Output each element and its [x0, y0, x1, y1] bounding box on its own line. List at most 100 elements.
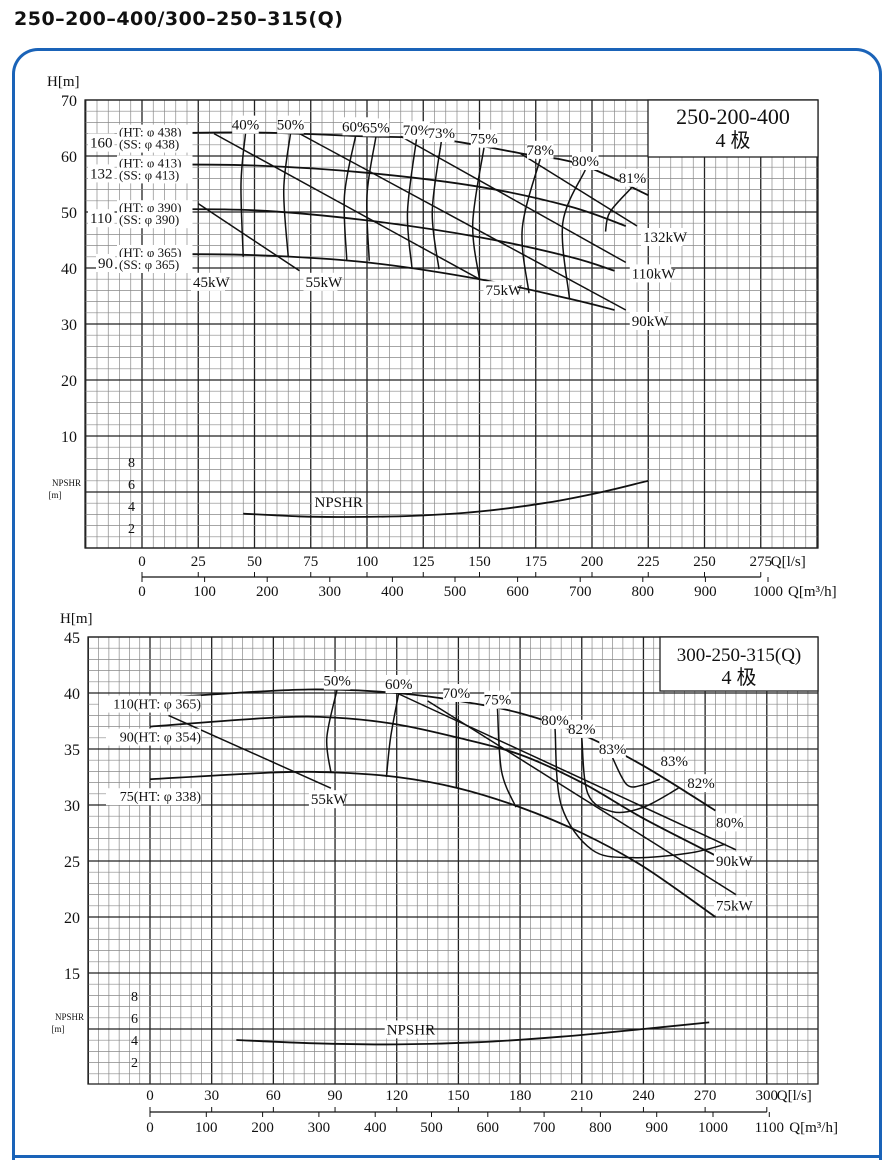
- y-tick-label: 40: [64, 686, 80, 703]
- svg-text:2: 2: [128, 522, 135, 537]
- svg-text:180: 180: [509, 1088, 532, 1104]
- model-box: [659, 636, 819, 692]
- x2-tick-label: 400: [364, 1120, 387, 1136]
- power-line-label: 110kW: [629, 264, 676, 283]
- efficiency-label: 70%: [443, 683, 470, 702]
- x-tick-label: 180: [509, 1088, 532, 1104]
- power-line-55kW: [168, 714, 332, 789]
- x-axis-label: Q[l/s]: [777, 1088, 812, 1104]
- svg-text:110kW: 110kW: [632, 266, 676, 282]
- svg-text:(SS: φ 365): (SS: φ 365): [119, 257, 179, 272]
- svg-text:270: 270: [694, 1088, 717, 1104]
- head-curve-label: 90(HT: φ 354): [106, 728, 202, 746]
- x2-tick-label: 1000: [698, 1120, 728, 1136]
- efficiency-label: 81%: [619, 168, 646, 187]
- svg-text:Q[m³/h]: Q[m³/h]: [788, 584, 837, 600]
- x2-tick-label: 900: [694, 584, 717, 600]
- y-tick-label: 30: [64, 798, 80, 815]
- svg-text:90(HT: φ 354): 90(HT: φ 354): [120, 731, 202, 746]
- y-tick-label: 20: [61, 373, 77, 390]
- efficiency-curve-78%: [521, 158, 541, 294]
- svg-text:78%: 78%: [527, 143, 555, 159]
- y-tick-label: 45: [64, 630, 80, 647]
- npsh-axis-label: NPSHR: [52, 478, 81, 488]
- y-tick-label: 35: [64, 742, 80, 759]
- efficiency-label: 80%: [541, 710, 569, 729]
- y-axis-label: H[m]: [60, 611, 93, 627]
- svg-text:50: 50: [61, 205, 77, 222]
- x-tick-label: 275: [750, 554, 773, 570]
- efficiency-label: 80%: [572, 152, 599, 170]
- x2-tick-label: 800: [589, 1120, 612, 1136]
- svg-text:30: 30: [64, 798, 80, 815]
- svg-text:4: 4: [128, 500, 135, 515]
- x2-tick-label: 600: [506, 584, 529, 600]
- svg-text:200: 200: [256, 584, 279, 600]
- svg-text:8: 8: [131, 990, 138, 1005]
- svg-text:65%: 65%: [362, 120, 390, 136]
- svg-text:200: 200: [251, 1120, 274, 1136]
- svg-text:40: 40: [64, 686, 80, 703]
- head-curve-132: [141, 163, 627, 227]
- power-line-label: 55kW: [308, 790, 349, 809]
- efficiency-label: 60%: [342, 117, 370, 136]
- svg-text:60%: 60%: [342, 119, 370, 135]
- y-tick-label: 60: [61, 149, 77, 166]
- head-curve-impeller-label: (SS: φ 413): [117, 167, 193, 184]
- svg-text:4: 4: [131, 1034, 138, 1049]
- svg-text:150: 150: [468, 554, 491, 570]
- svg-text:300: 300: [319, 584, 342, 600]
- power-line-label: 45kW: [191, 272, 231, 291]
- head-curve-power-label: 90: [96, 254, 115, 272]
- npsh-tick-label: 8: [128, 456, 135, 471]
- head-curve-impeller-label: (SS: φ 390): [117, 212, 193, 229]
- svg-text:900: 900: [694, 584, 717, 600]
- svg-text:800: 800: [589, 1120, 612, 1136]
- head-curve-impeller-label: (SS: φ 438): [117, 136, 193, 153]
- efficiency-label: 83%: [599, 739, 627, 758]
- x-tick-label: 0: [146, 1088, 154, 1104]
- x2-axis-label: Q[m³/h]: [789, 1120, 838, 1136]
- power-line-label: 75kW: [713, 896, 753, 915]
- npsh-tick-label: 2: [131, 1056, 138, 1071]
- y-tick-label: 50: [61, 205, 77, 222]
- npsh-tick-label: 8: [131, 990, 138, 1005]
- x2-tick-label: 100: [195, 1120, 218, 1136]
- x2-tick-label: 700: [569, 584, 592, 600]
- svg-text:25: 25: [191, 554, 206, 570]
- efficiency-curve-83%: [611, 757, 661, 788]
- svg-text:(SS: φ 438): (SS: φ 438): [119, 137, 179, 152]
- svg-text:55kW: 55kW: [311, 792, 349, 808]
- model-label: 250-200-400: [676, 104, 790, 129]
- x2-axis-label: Q[m³/h]: [788, 584, 837, 600]
- x-tick-label: 225: [637, 554, 660, 570]
- efficiency-label: 60%: [385, 675, 413, 693]
- efficiency-curve-75%: [471, 147, 485, 280]
- y-axis-label: H[m]: [47, 74, 80, 90]
- efficiency-curve-60%: [343, 135, 357, 260]
- svg-text:900: 900: [645, 1120, 668, 1136]
- svg-text:1000: 1000: [753, 584, 783, 600]
- y-tick-label: 20: [64, 910, 80, 927]
- poles-label: 4 极: [716, 129, 751, 152]
- x-tick-label: 270: [694, 1088, 717, 1104]
- model-box: [647, 99, 819, 158]
- svg-text:2: 2: [131, 1056, 138, 1071]
- efficiency-label: 80%: [716, 813, 744, 832]
- svg-text:210: 210: [571, 1088, 594, 1104]
- svg-text:40%: 40%: [232, 118, 260, 134]
- svg-text:300: 300: [308, 1120, 331, 1136]
- npsh-tick-label: 4: [128, 500, 135, 515]
- svg-text:132kW: 132kW: [643, 230, 688, 246]
- svg-text:400: 400: [364, 1120, 387, 1136]
- svg-text:Q[l/s]: Q[l/s]: [771, 554, 806, 570]
- svg-text:15: 15: [64, 966, 80, 983]
- x2-tick-label: 0: [138, 584, 146, 600]
- svg-text:600: 600: [477, 1120, 500, 1136]
- x-tick-label: 125: [412, 554, 435, 570]
- svg-text:83%: 83%: [599, 742, 627, 758]
- x2-tick-label: 500: [420, 1120, 443, 1136]
- npsh-axis-label: NPSHR: [55, 1012, 84, 1022]
- plot-border: [84, 99, 819, 549]
